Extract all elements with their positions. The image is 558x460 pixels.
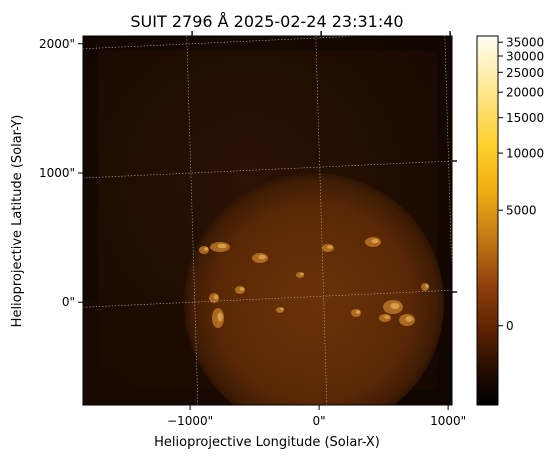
active-region-core [355, 310, 361, 314]
active-region-core [425, 284, 429, 288]
grid-line-lon [315, 36, 328, 405]
active-region-core [217, 243, 227, 249]
active-regions [199, 237, 429, 328]
active-region-core [258, 254, 266, 260]
active-region-core [371, 238, 379, 244]
colorbar-tick-label: 20000 [506, 86, 544, 100]
colorbar-tick-label: 15000 [506, 111, 544, 125]
active-region-core [405, 316, 413, 322]
coordinate-grid [83, 36, 452, 405]
colorbar-tick-label: 25000 [506, 66, 544, 80]
x-tick-label: −1000" [167, 414, 213, 428]
active-region-core [213, 294, 219, 300]
y-axis: 0" 1000" 2000" [39, 37, 457, 309]
y-tick-label: 1000" [39, 166, 75, 180]
active-region-core [327, 245, 333, 249]
x-tick-label: 0" [313, 414, 326, 428]
colorbar-tick-label: 0 [506, 319, 514, 333]
y-axis-label: Helioprojective Latitude (Solar-Y) [10, 115, 25, 328]
colorbar-gradient [476, 35, 499, 406]
y-tick-label: 0" [62, 295, 75, 309]
x-axis: −1000" 0" 1000" [167, 31, 466, 428]
plot-frame [82, 35, 453, 406]
chart-title: SUIT 2796 Å 2025-02-24 23:31:40 [130, 12, 403, 31]
grid-line-lon [444, 36, 452, 286]
active-region-core [217, 312, 223, 322]
colorbar-tick-label: 35000 [506, 36, 544, 50]
colorbar-tick-label: 30000 [506, 49, 544, 63]
grid-line-lon [186, 36, 199, 405]
grid-line-lat [83, 160, 452, 179]
colorbar-tick-label: 10000 [506, 147, 544, 161]
x-tick-label: 1000" [430, 414, 466, 428]
plot-area [83, 36, 452, 405]
colorbar-tick-label: 5000 [506, 204, 537, 218]
y-tick-label: 2000" [39, 37, 75, 51]
active-region-core [280, 307, 284, 311]
active-region-core [384, 315, 390, 319]
x-axis-label: Helioprojective Longitude (Solar-X) [154, 435, 380, 450]
solar-disk [184, 173, 444, 405]
active-region-core [203, 247, 209, 251]
grid-line-lat [83, 289, 452, 308]
active-region-core [239, 287, 245, 291]
active-region-core [390, 302, 400, 310]
grid-line-lat [83, 36, 367, 50]
active-region-core [300, 272, 304, 276]
